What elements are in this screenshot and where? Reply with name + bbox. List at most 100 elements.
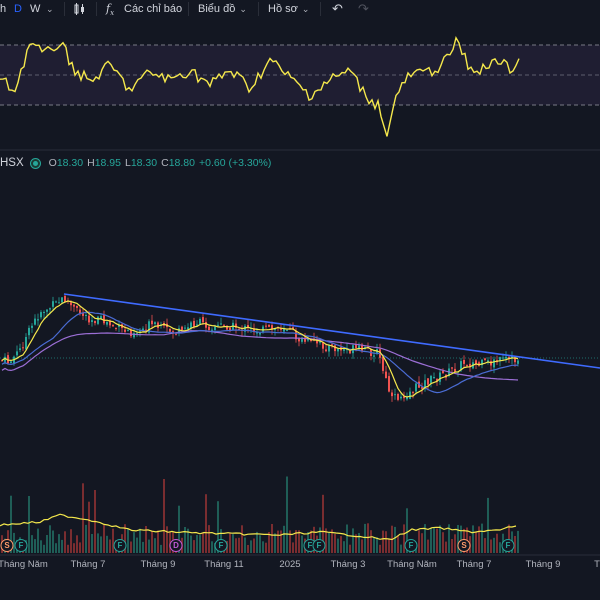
- oscillator-line: [0, 35, 520, 137]
- candle-body: [355, 344, 357, 349]
- candle-body: [115, 328, 117, 329]
- open-value: 18.30: [56, 157, 84, 169]
- volume-bar: [340, 536, 342, 553]
- event-badge[interactable]: F: [14, 539, 28, 552]
- candle-body: [286, 329, 288, 331]
- candle-body: [280, 328, 282, 330]
- volume-bar: [358, 533, 360, 553]
- chevron-down-icon[interactable]: ⌄: [46, 4, 54, 14]
- undo-icon[interactable]: ↶: [332, 1, 343, 16]
- change-value: +0.60 (+3.30%): [198, 157, 272, 169]
- candle-body: [7, 355, 9, 364]
- volume-bar: [430, 528, 432, 553]
- volume-bar: [388, 539, 390, 553]
- event-badge[interactable]: F: [214, 539, 228, 552]
- volume-bar: [136, 537, 138, 553]
- event-badge[interactable]: D: [169, 539, 183, 552]
- candle-body: [157, 322, 159, 328]
- exchange-label[interactable]: HSX: [0, 157, 24, 169]
- profile-label: Hồ sơ: [268, 3, 298, 15]
- candle-body: [361, 344, 363, 351]
- candle-body: [493, 359, 495, 368]
- volume-bar: [508, 524, 510, 553]
- candle-body: [25, 337, 27, 350]
- volume-bar: [367, 523, 369, 553]
- candle-body: [484, 358, 486, 360]
- candle-body: [151, 320, 153, 325]
- volume-bar: [406, 508, 408, 553]
- candle-body: [109, 320, 111, 326]
- candle-body: [505, 356, 507, 359]
- volume-bar: [184, 527, 186, 553]
- candle-body: [478, 362, 480, 366]
- chart-type-button[interactable]: Biểu đồ ⌄: [198, 2, 247, 16]
- candle-body: [307, 338, 309, 341]
- candle-body: [187, 327, 189, 330]
- candle-body: [328, 345, 330, 352]
- candle-body: [346, 349, 348, 351]
- interval-partial[interactable]: h: [0, 3, 7, 15]
- event-badge[interactable]: F: [113, 539, 127, 552]
- volume-bar: [262, 541, 264, 553]
- volume-bar: [256, 531, 258, 553]
- candle-body: [100, 316, 102, 319]
- candle-body: [517, 360, 519, 364]
- volume-bar: [517, 530, 519, 553]
- candle-body: [193, 320, 195, 327]
- candle-body: [79, 309, 81, 314]
- candle-body: [199, 319, 201, 325]
- candle-body: [247, 325, 249, 328]
- candle-body: [334, 345, 336, 352]
- volume-bar: [250, 540, 252, 553]
- close-value: 18.80: [168, 157, 195, 169]
- candle-body: [133, 333, 135, 338]
- time-axis-label: Tháng 9: [140, 559, 176, 570]
- candle-body: [43, 312, 45, 313]
- event-badge[interactable]: F: [501, 539, 515, 552]
- candle-body: [487, 360, 489, 362]
- interval-d-button[interactable]: D: [14, 3, 22, 15]
- candle-body: [265, 325, 267, 327]
- volume-bar: [88, 501, 90, 553]
- volume-bar: [196, 535, 198, 553]
- candle-body: [322, 342, 324, 349]
- redo-icon[interactable]: ↷: [358, 1, 369, 16]
- candle-body: [310, 340, 312, 341]
- event-badge[interactable]: F: [404, 539, 418, 552]
- volume-bar: [400, 544, 402, 553]
- profile-button[interactable]: Hồ sơ ⌄: [268, 2, 309, 16]
- candle-body: [175, 333, 177, 335]
- event-badge[interactable]: S: [0, 539, 14, 552]
- volume-bar: [106, 535, 108, 553]
- candle-body: [466, 365, 468, 367]
- candle-body: [208, 326, 210, 330]
- volume-bar: [112, 528, 114, 553]
- volume-bar: [352, 528, 354, 553]
- oscillator-band: [0, 45, 600, 105]
- volume-bar: [142, 541, 144, 553]
- volume-bar: [349, 544, 351, 553]
- candle-body: [142, 328, 144, 331]
- volume-bar: [124, 524, 126, 553]
- low-label: L: [124, 157, 131, 169]
- volume-bar: [334, 533, 336, 553]
- indicators-button[interactable]: Các chỉ báo: [124, 3, 183, 15]
- candle-body: [427, 378, 429, 385]
- candlestick-icon[interactable]: [72, 2, 86, 16]
- volume-bar: [379, 544, 381, 553]
- close-label: C: [161, 157, 169, 169]
- volume-bar: [49, 525, 51, 553]
- candle-body: [244, 325, 246, 332]
- top-toolbar: h D W ⌄ fx Các chỉ báo Biểu đồ ⌄ Hồ sơ ⌄ ↶…: [0, 0, 600, 18]
- interval-w-button[interactable]: W: [30, 3, 41, 15]
- candlesticks: [1, 294, 519, 402]
- candle-body: [16, 351, 18, 356]
- volume-bar: [79, 542, 81, 553]
- candle-body: [253, 328, 255, 333]
- volume-bar: [280, 530, 282, 553]
- trendline[interactable]: [63, 293, 600, 369]
- candle-body: [58, 302, 60, 304]
- event-badge[interactable]: S: [457, 539, 471, 552]
- event-badge[interactable]: F: [312, 539, 326, 552]
